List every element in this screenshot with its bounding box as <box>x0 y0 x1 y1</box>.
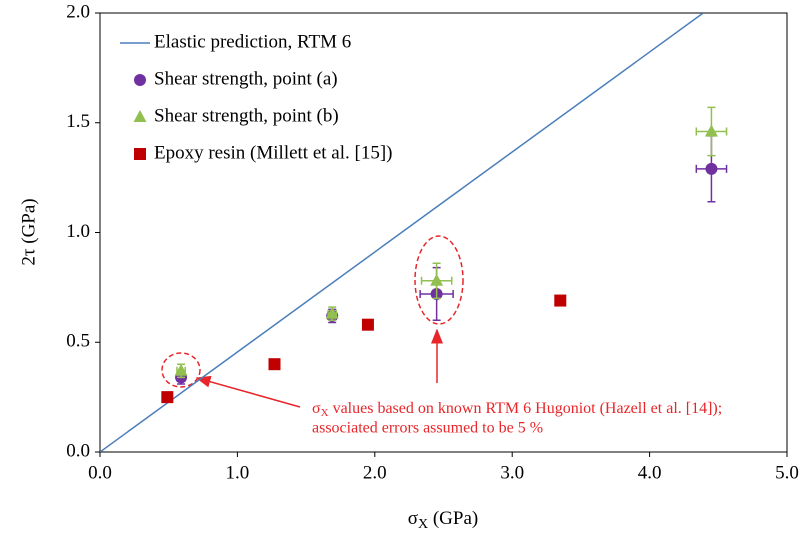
arrow <box>195 375 301 408</box>
annotation: associated errors assumed to be 5 % <box>312 420 543 437</box>
point <box>554 294 567 307</box>
point <box>268 358 281 371</box>
x-tick-label: 1.0 <box>226 462 250 483</box>
highlight <box>414 235 464 325</box>
point <box>325 306 339 319</box>
y-tick-label: 1.5 <box>66 111 90 132</box>
point <box>174 363 188 376</box>
x-tick-label: 4.0 <box>638 462 662 483</box>
point <box>161 391 174 404</box>
line <box>100 13 704 452</box>
legend-swatch <box>134 148 146 160</box>
y-tick-label: 0.5 <box>66 331 90 352</box>
legend-label: Shear strength, point (a) <box>154 68 338 89</box>
y-tick-label: 1.0 <box>66 221 90 242</box>
point <box>704 124 718 137</box>
legend-swatch <box>134 74 146 86</box>
legend-label: Epoxy resin (Millett et al. [15]) <box>154 142 393 163</box>
x-tick-label: 5.0 <box>775 462 799 483</box>
annotation: σX values based on known RTM 6 Hugoniot … <box>312 400 722 419</box>
point <box>361 318 374 331</box>
point <box>430 273 444 286</box>
x-tick-label: 3.0 <box>500 462 524 483</box>
y-tick-label: 2.0 <box>66 1 90 22</box>
x-tick-label: 0.0 <box>88 462 112 483</box>
x-tick-label: 2.0 <box>363 462 387 483</box>
x-axis-label: σX (GPa) <box>408 508 479 532</box>
legend-label: Elastic prediction, RTM 6 <box>154 31 351 52</box>
legend-label: Shear strength, point (b) <box>154 105 339 126</box>
legend-swatch <box>133 110 147 122</box>
y-tick-label: 0.0 <box>66 440 90 461</box>
point <box>705 162 718 175</box>
y-axis-label: 2τ (GPa) <box>18 198 39 265</box>
highlight <box>161 352 201 388</box>
